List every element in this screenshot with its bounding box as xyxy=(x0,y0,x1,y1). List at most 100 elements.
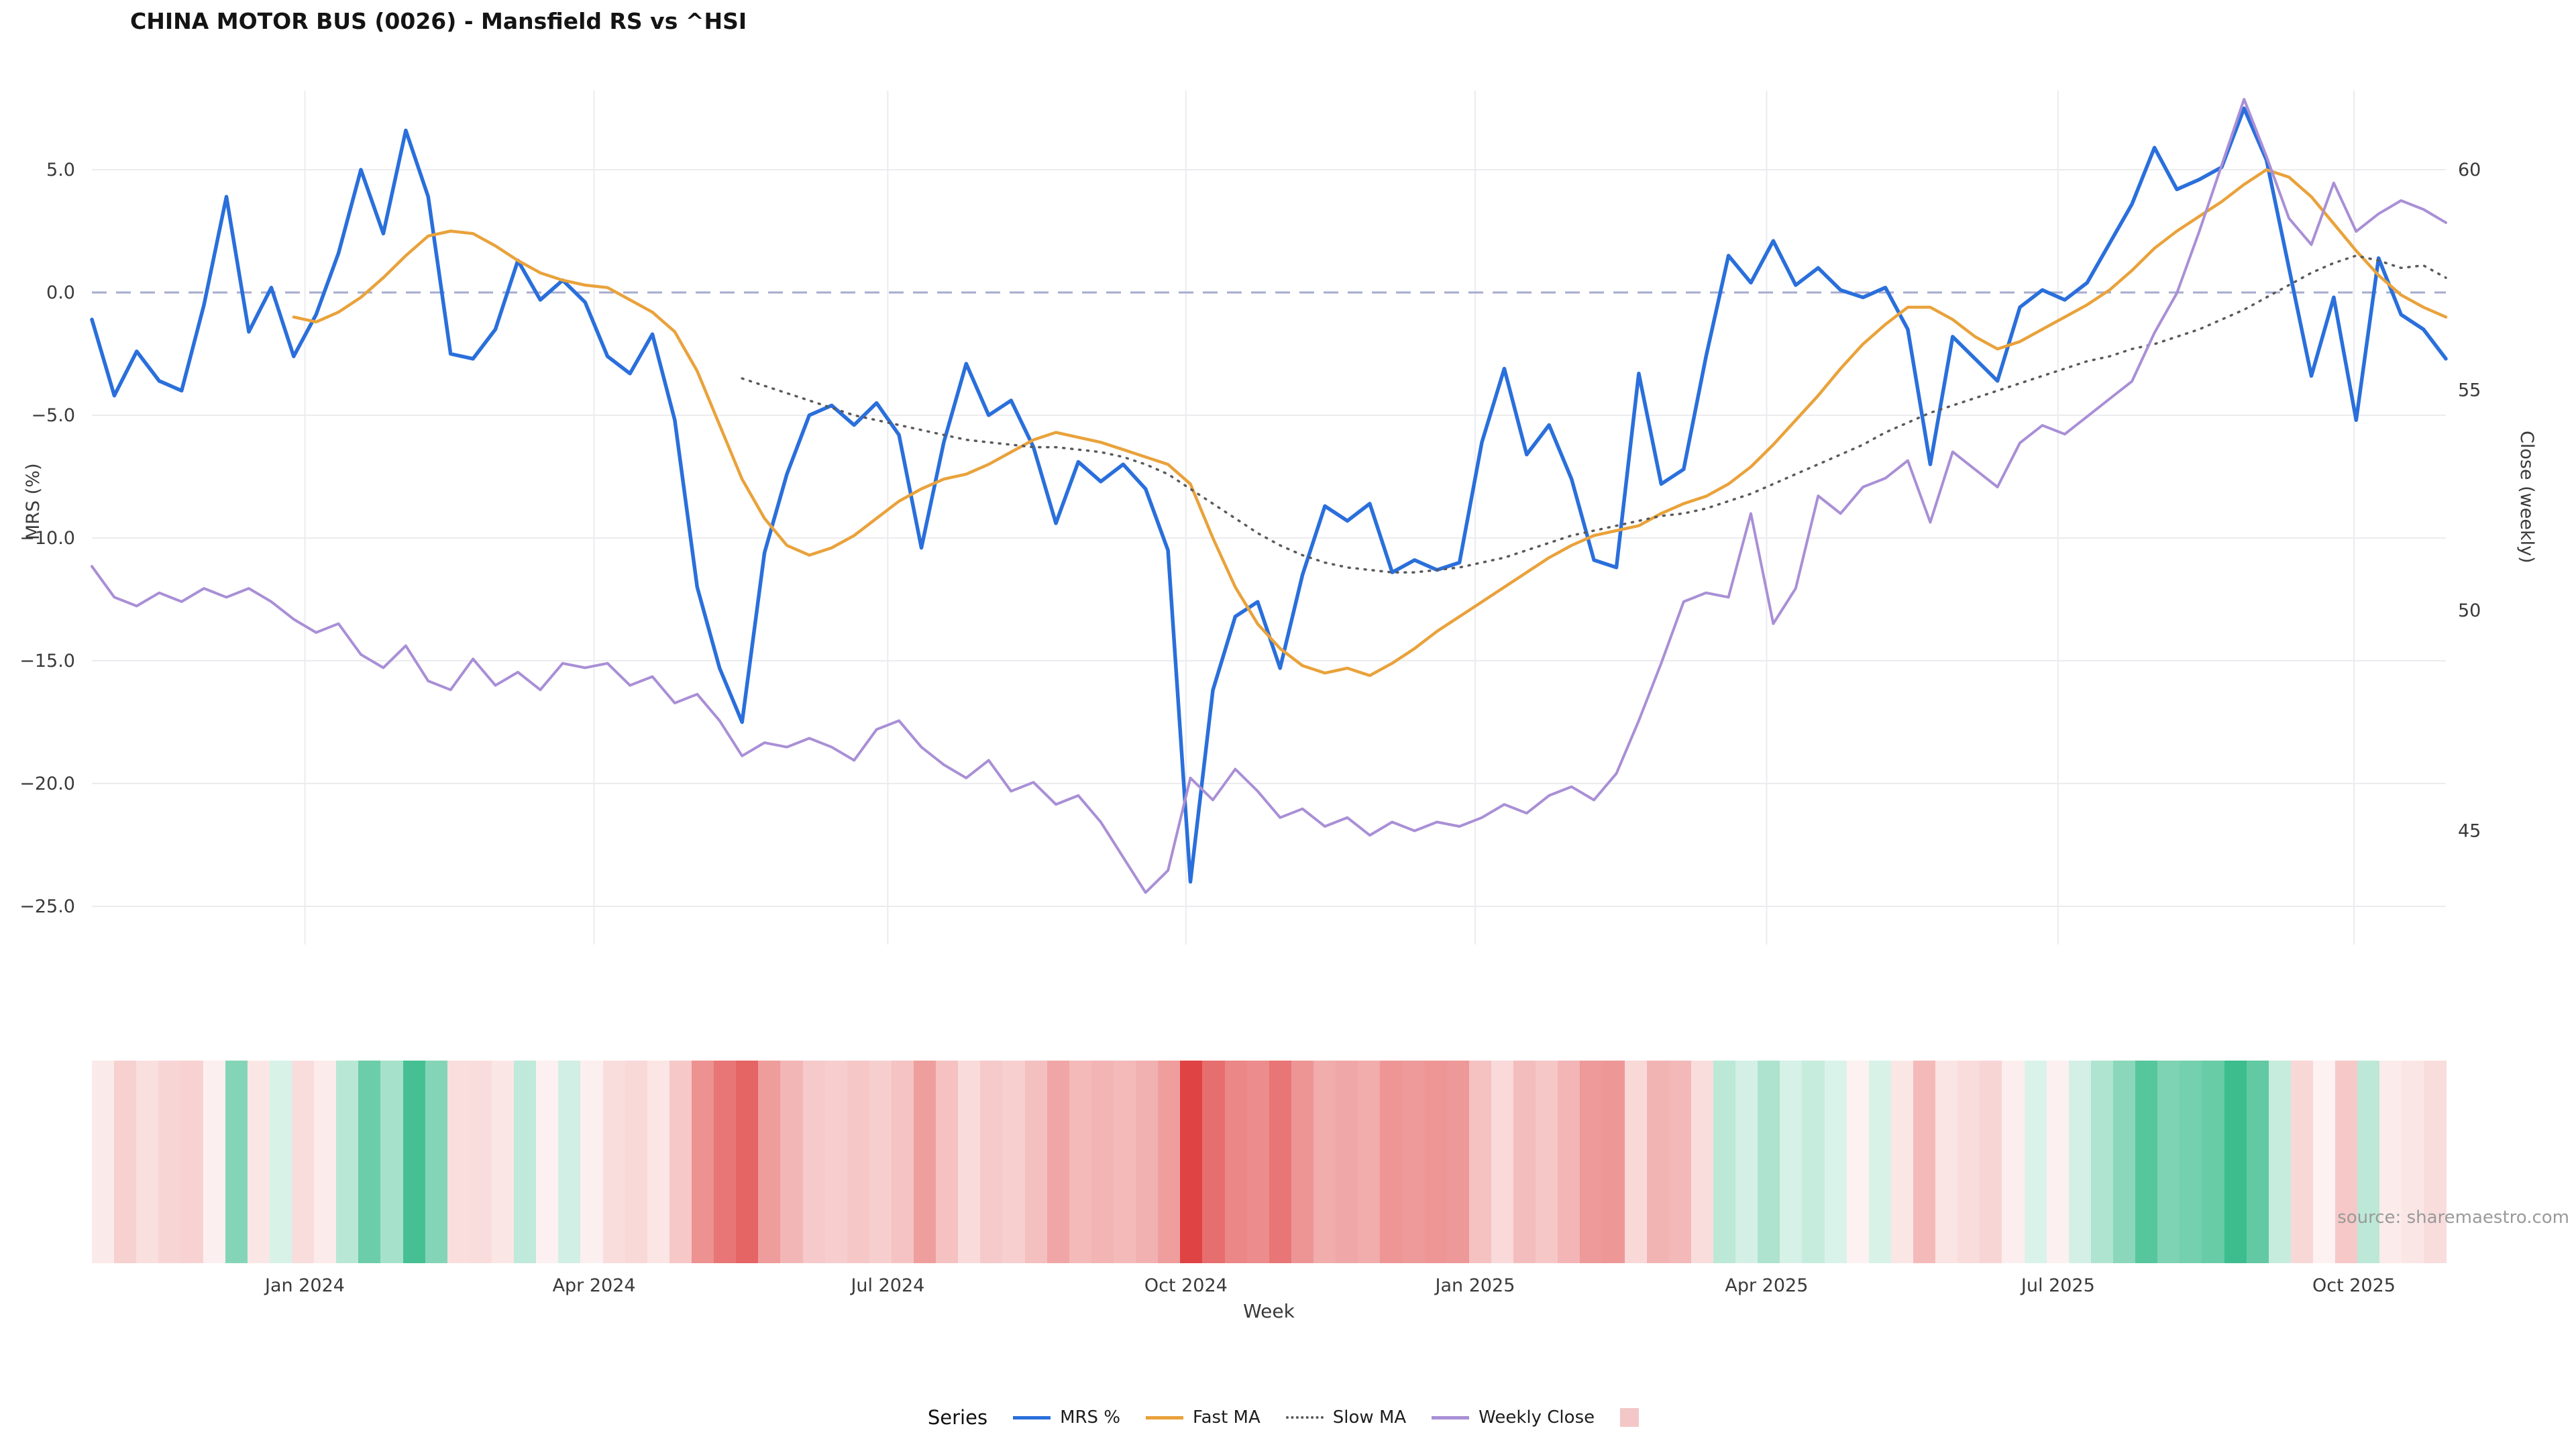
heatmap-cell xyxy=(869,1061,892,1263)
heatmap-cell xyxy=(1802,1061,1825,1263)
heatmap-cell xyxy=(1336,1061,1358,1263)
heatmap-cell xyxy=(1358,1061,1381,1263)
heatmap-cell xyxy=(802,1061,825,1263)
heatmap-cell xyxy=(247,1061,270,1263)
heatmap-cell xyxy=(1246,1061,1269,1263)
heatmap-cell xyxy=(914,1061,936,1263)
left-tick-label: −25.0 xyxy=(19,896,75,917)
heatmap-cell xyxy=(625,1061,647,1263)
left-tick-label: −10.0 xyxy=(19,528,75,549)
series-line-mrs- xyxy=(90,106,2448,884)
heatmap-cell xyxy=(2268,1061,2291,1263)
heatmap-cell xyxy=(891,1061,914,1263)
heatmap-cell xyxy=(1758,1061,1780,1263)
left-tick-label: 5.0 xyxy=(46,160,75,180)
heatmap-cell xyxy=(2379,1061,2402,1263)
heatmap-cell xyxy=(1224,1061,1247,1263)
x-tick-label: Jul 2024 xyxy=(849,1275,924,1296)
heatmap-cell xyxy=(2357,1061,2380,1263)
heatmap-cell xyxy=(824,1061,847,1263)
legend-item-slow-ma: Slow MA xyxy=(1285,1407,1407,1428)
heatmap-cell xyxy=(691,1061,714,1263)
heatmap-cell xyxy=(1468,1061,1491,1263)
heatmap-cell xyxy=(514,1061,537,1263)
heatmap-cell xyxy=(136,1061,159,1263)
left-tick-label: −20.0 xyxy=(19,773,75,794)
page-title: CHINA MOTOR BUS (0026) - Mansfield RS vs… xyxy=(130,8,747,34)
legend-title: Series xyxy=(927,1406,988,1429)
right-tick-label: 50 xyxy=(2458,600,2481,621)
heatmap-cell xyxy=(1602,1061,1625,1263)
heatmap-cell xyxy=(669,1061,692,1263)
heatmap-cell xyxy=(1690,1061,1713,1263)
mrs-heatmap-strip xyxy=(92,1061,2447,1263)
x-tick-label: Apr 2024 xyxy=(553,1275,636,1296)
x-tick-label: Oct 2024 xyxy=(1144,1275,1228,1296)
heatmap-cell xyxy=(1313,1061,1336,1263)
heatmap-cell xyxy=(2090,1061,2113,1263)
heatmap-cell xyxy=(714,1061,737,1263)
heatmap-cell xyxy=(1536,1061,1558,1263)
heatmap-cell xyxy=(1136,1061,1159,1263)
heatmap-cell xyxy=(1202,1061,1225,1263)
legend-item-fast-ma: Fast MA xyxy=(1146,1407,1260,1428)
heatmap-cell xyxy=(291,1061,315,1263)
heatmap-cell xyxy=(2002,1061,2025,1263)
heatmap-cell xyxy=(602,1061,625,1263)
heatmap-cell xyxy=(2157,1061,2180,1263)
x-tick-label: Oct 2025 xyxy=(2312,1275,2396,1296)
legend-label: MRS % xyxy=(1060,1407,1121,1428)
heatmap-cell xyxy=(2046,1061,2069,1263)
heatmap-cell xyxy=(1046,1061,1069,1263)
heatmap-cell xyxy=(1024,1061,1047,1263)
heatmap-cell xyxy=(1114,1061,1136,1263)
heatmap-cell xyxy=(2290,1061,2313,1263)
heatmap-cell xyxy=(2402,1061,2424,1263)
right-axis-title: Close (weekly) xyxy=(2516,431,2537,564)
heatmap-cell xyxy=(1491,1061,1513,1263)
right-tick-label: 45 xyxy=(2458,821,2481,842)
legend-swatch-icon xyxy=(1620,1408,1640,1427)
legend-label: Fast MA xyxy=(1193,1407,1260,1428)
heatmap-cell xyxy=(1668,1061,1691,1263)
legend-label: Slow MA xyxy=(1332,1407,1407,1428)
heatmap-cell xyxy=(1624,1061,1647,1263)
heatmap-cell xyxy=(114,1061,137,1263)
legend-swatch-icon xyxy=(1013,1415,1051,1419)
heatmap-cell xyxy=(269,1061,292,1263)
heatmap-cell xyxy=(1291,1061,1314,1263)
heatmap-cell xyxy=(2424,1061,2447,1263)
heatmap-cell xyxy=(2335,1061,2358,1263)
heatmap-cell xyxy=(1091,1061,1114,1263)
heatmap-cell xyxy=(780,1061,803,1263)
heatmap-cell xyxy=(1868,1061,1891,1263)
heatmap-cell xyxy=(2202,1061,2224,1263)
heatmap-cell xyxy=(1380,1061,1403,1263)
heatmap-cell xyxy=(2246,1061,2269,1263)
heatmap-cell xyxy=(1780,1061,1803,1263)
heatmap-cell xyxy=(1269,1061,1291,1263)
heatmap-cell xyxy=(1935,1061,1958,1263)
heatmap-cell xyxy=(469,1061,492,1263)
heatmap-cell xyxy=(447,1061,470,1263)
heatmap-cell xyxy=(536,1061,559,1263)
heatmap-cell xyxy=(336,1061,359,1263)
heatmap-cell xyxy=(402,1061,425,1263)
heatmap-cell xyxy=(580,1061,603,1263)
legend-swatch-icon xyxy=(1146,1415,1184,1419)
heatmap-cell xyxy=(847,1061,869,1263)
legend-item-mrs-: MRS % xyxy=(1013,1407,1120,1428)
heatmap-cell xyxy=(1446,1061,1469,1263)
heatmap-cell xyxy=(647,1061,669,1263)
legend-label: Weekly Close xyxy=(1479,1407,1595,1428)
heatmap-cell xyxy=(1513,1061,1536,1263)
heatmap-cell xyxy=(2024,1061,2047,1263)
heatmap-cell xyxy=(180,1061,203,1263)
heatmap-cell xyxy=(1402,1061,1425,1263)
right-tick-label: 55 xyxy=(2458,380,2481,401)
heatmap-cell xyxy=(203,1061,225,1263)
right-tick-label: 60 xyxy=(2458,160,2481,180)
series-line-fast-ma xyxy=(292,168,2448,678)
